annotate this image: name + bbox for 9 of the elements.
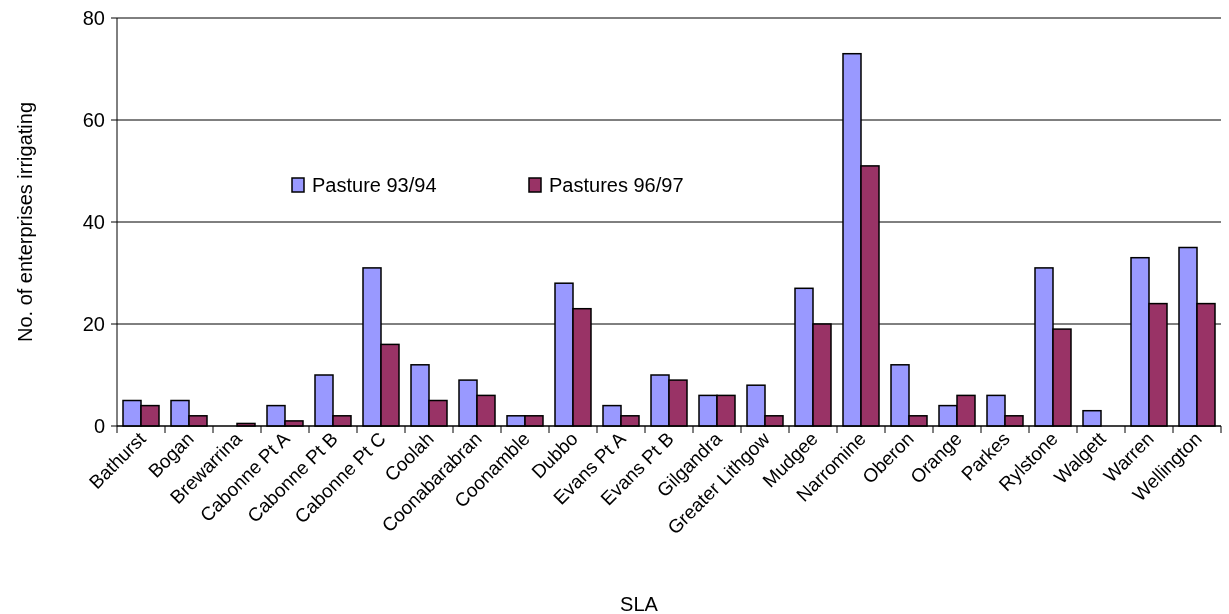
y-tick-label: 20 xyxy=(82,313,105,335)
legend-label: Pastures 96/97 xyxy=(549,174,684,196)
y-tick-label: 40 xyxy=(82,211,105,233)
legend-label: Pasture 93/94 xyxy=(312,174,437,196)
y-tick-label: 80 xyxy=(82,7,105,29)
x-axis-title: SLA xyxy=(620,593,659,614)
y-tick-label: 60 xyxy=(82,109,105,131)
y-tick-label: 0 xyxy=(93,415,105,437)
y-axis-title: No. of enterprises irrigating xyxy=(14,101,36,343)
